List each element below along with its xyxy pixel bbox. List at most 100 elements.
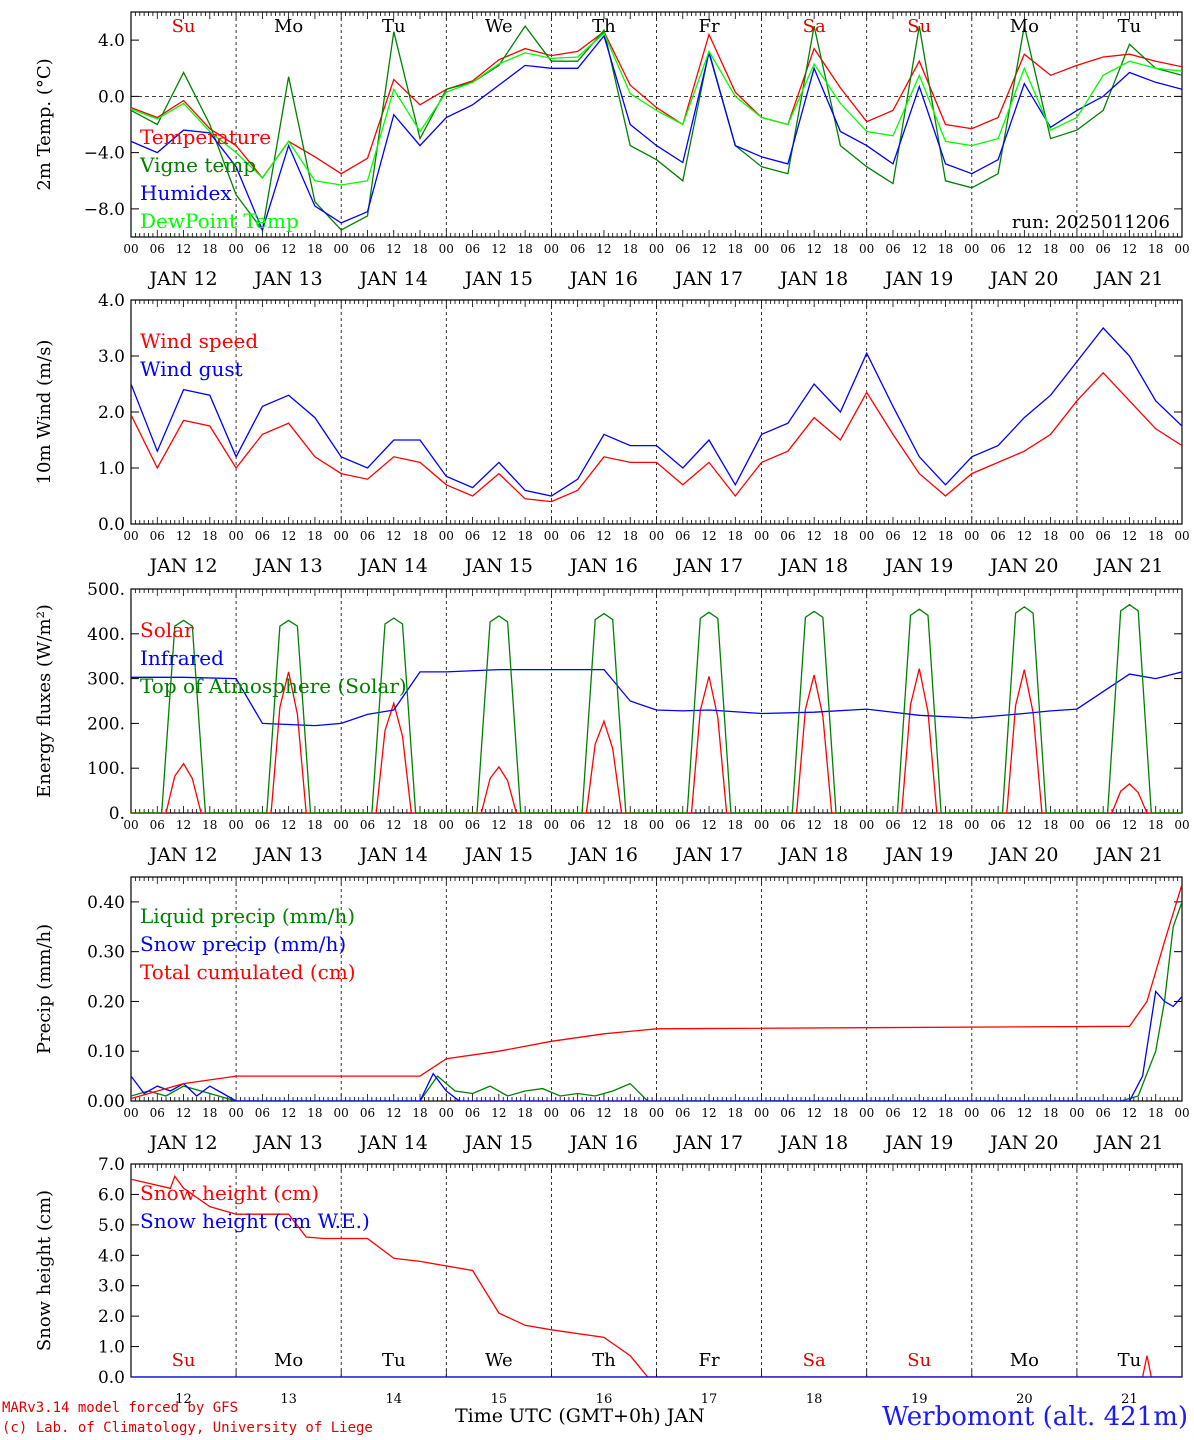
x-hour-label: 12 xyxy=(176,242,191,256)
day-abbrev: Su xyxy=(907,1350,931,1371)
y-tick-label: 6.0 xyxy=(98,1185,125,1205)
x-hour-label: 00 xyxy=(439,818,454,832)
x-hour-label: 00 xyxy=(649,818,664,832)
x-day-number: 18 xyxy=(806,1392,823,1407)
x-hour-label: 06 xyxy=(570,529,585,543)
legend-entry: Snow precip (mm/h) xyxy=(140,932,346,956)
x-hour-label: 12 xyxy=(1017,818,1032,832)
legend-entry: DewPoint Temp xyxy=(140,209,299,233)
x-date-label: JAN 15 xyxy=(463,268,533,290)
legend-entry: Temperature xyxy=(140,125,271,149)
x-hour-label: 18 xyxy=(1148,242,1163,256)
x-date-label: JAN 12 xyxy=(147,1132,217,1154)
x-date-label: JAN 12 xyxy=(147,844,217,866)
x-hour-label: 00 xyxy=(649,529,664,543)
x-hour-label: 00 xyxy=(123,818,138,832)
x-hour-label: 18 xyxy=(1043,1106,1058,1120)
y-tick-label: −8.0 xyxy=(84,200,125,220)
x-hour-label: 18 xyxy=(1043,529,1058,543)
x-hour-label: 12 xyxy=(491,818,506,832)
legend-entry: Infrared xyxy=(140,646,224,670)
x-hour-label: 12 xyxy=(596,242,611,256)
x-hour-label: 18 xyxy=(202,242,217,256)
x-hour-label: 12 xyxy=(912,1106,927,1120)
x-hour-label: 06 xyxy=(780,818,795,832)
legend-entry: Solar xyxy=(140,618,194,642)
y-tick-label: 0. xyxy=(109,804,125,824)
x-hour-label: 00 xyxy=(334,529,349,543)
x-hour-label: 12 xyxy=(596,1106,611,1120)
day-abbrev: Tu xyxy=(382,16,406,37)
x-hour-label: 18 xyxy=(833,818,848,832)
x-hour-label: 00 xyxy=(859,242,874,256)
x-date-label: JAN 15 xyxy=(463,844,533,866)
x-hour-label: 00 xyxy=(1174,1106,1189,1120)
series-line-infrared xyxy=(131,668,1182,727)
y-tick-label: 4.0 xyxy=(98,1246,125,1266)
y-tick-label: 0.0 xyxy=(98,87,125,107)
x-hour-label: 18 xyxy=(517,529,532,543)
x-hour-label: 06 xyxy=(255,529,270,543)
day-abbrev: Th xyxy=(592,16,616,37)
x-hour-label: 00 xyxy=(544,818,559,832)
x-day-number: 12 xyxy=(175,1392,192,1407)
y-tick-label: 2.0 xyxy=(98,403,125,423)
day-abbrev: Su xyxy=(907,16,931,37)
y-axis-title: Energy fluxes (W/m²) xyxy=(34,604,55,798)
series-line-wind-speed xyxy=(131,371,1182,503)
x-hour-label: 18 xyxy=(833,529,848,543)
x-hour-label: 12 xyxy=(807,818,822,832)
x-hour-label: 12 xyxy=(1122,818,1137,832)
series-line-humidex xyxy=(131,34,1182,232)
x-hour-label: 18 xyxy=(1148,529,1163,543)
x-day-number: 13 xyxy=(280,1392,297,1407)
x-hour-label: 18 xyxy=(412,818,427,832)
footer-model-credit: MARv3.14 model forced by GFS xyxy=(2,1400,239,1416)
x-hour-label: 00 xyxy=(228,242,243,256)
series-line-liquid-precip-mm-h- xyxy=(131,901,1182,1101)
x-hour-label: 06 xyxy=(465,242,480,256)
x-date-label: JAN 21 xyxy=(1093,844,1163,866)
series-line-dewpoint-temp xyxy=(131,32,1182,186)
x-hour-label: 18 xyxy=(833,1106,848,1120)
x-hour-label: 00 xyxy=(544,1106,559,1120)
x-date-label: JAN 13 xyxy=(253,844,323,866)
x-hour-label: 06 xyxy=(570,242,585,256)
x-hour-label: 06 xyxy=(1096,818,1111,832)
x-hour-label: 18 xyxy=(202,529,217,543)
x-hour-label: 18 xyxy=(938,818,953,832)
x-date-label: JAN 14 xyxy=(358,844,428,866)
x-hour-label: 18 xyxy=(517,1106,532,1120)
x-hour-label: 18 xyxy=(728,529,743,543)
x-hour-label: 00 xyxy=(334,818,349,832)
x-hour-label: 06 xyxy=(1096,529,1111,543)
y-tick-label: 0.10 xyxy=(87,1042,125,1062)
x-date-label: JAN 20 xyxy=(988,844,1058,866)
x-day-number: 17 xyxy=(701,1392,718,1407)
x-date-label: JAN 17 xyxy=(673,268,743,290)
x-hour-label: 18 xyxy=(623,818,638,832)
x-hour-label: 06 xyxy=(150,242,165,256)
x-hour-label: 18 xyxy=(412,242,427,256)
x-date-label: JAN 18 xyxy=(778,268,848,290)
day-abbrev: Fr xyxy=(699,16,720,37)
x-hour-label: 00 xyxy=(1174,818,1189,832)
legend-entry: Liquid precip (mm/h) xyxy=(140,904,355,928)
day-abbrev: We xyxy=(485,1350,513,1371)
x-axis-title: Time UTC (GMT+0h) JAN xyxy=(455,1405,705,1427)
legend-entry: Wind gust xyxy=(140,357,243,381)
x-hour-label: 18 xyxy=(307,1106,322,1120)
x-hour-label: 18 xyxy=(623,1106,638,1120)
x-hour-label: 06 xyxy=(885,818,900,832)
x-hour-label: 12 xyxy=(176,529,191,543)
x-hour-label: 06 xyxy=(360,242,375,256)
run-annotation: run: 2025011206 xyxy=(1012,212,1170,233)
x-hour-label: 00 xyxy=(859,818,874,832)
plot-frame xyxy=(130,299,1183,525)
x-date-label: JAN 13 xyxy=(253,1132,323,1154)
x-hour-label: 12 xyxy=(491,242,506,256)
x-date-label: JAN 19 xyxy=(883,268,953,290)
x-hour-label: 00 xyxy=(123,242,138,256)
panel-4 xyxy=(130,876,1183,1102)
footer-lab-credit: (c) Lab. of Climatology, University of L… xyxy=(2,1420,373,1436)
